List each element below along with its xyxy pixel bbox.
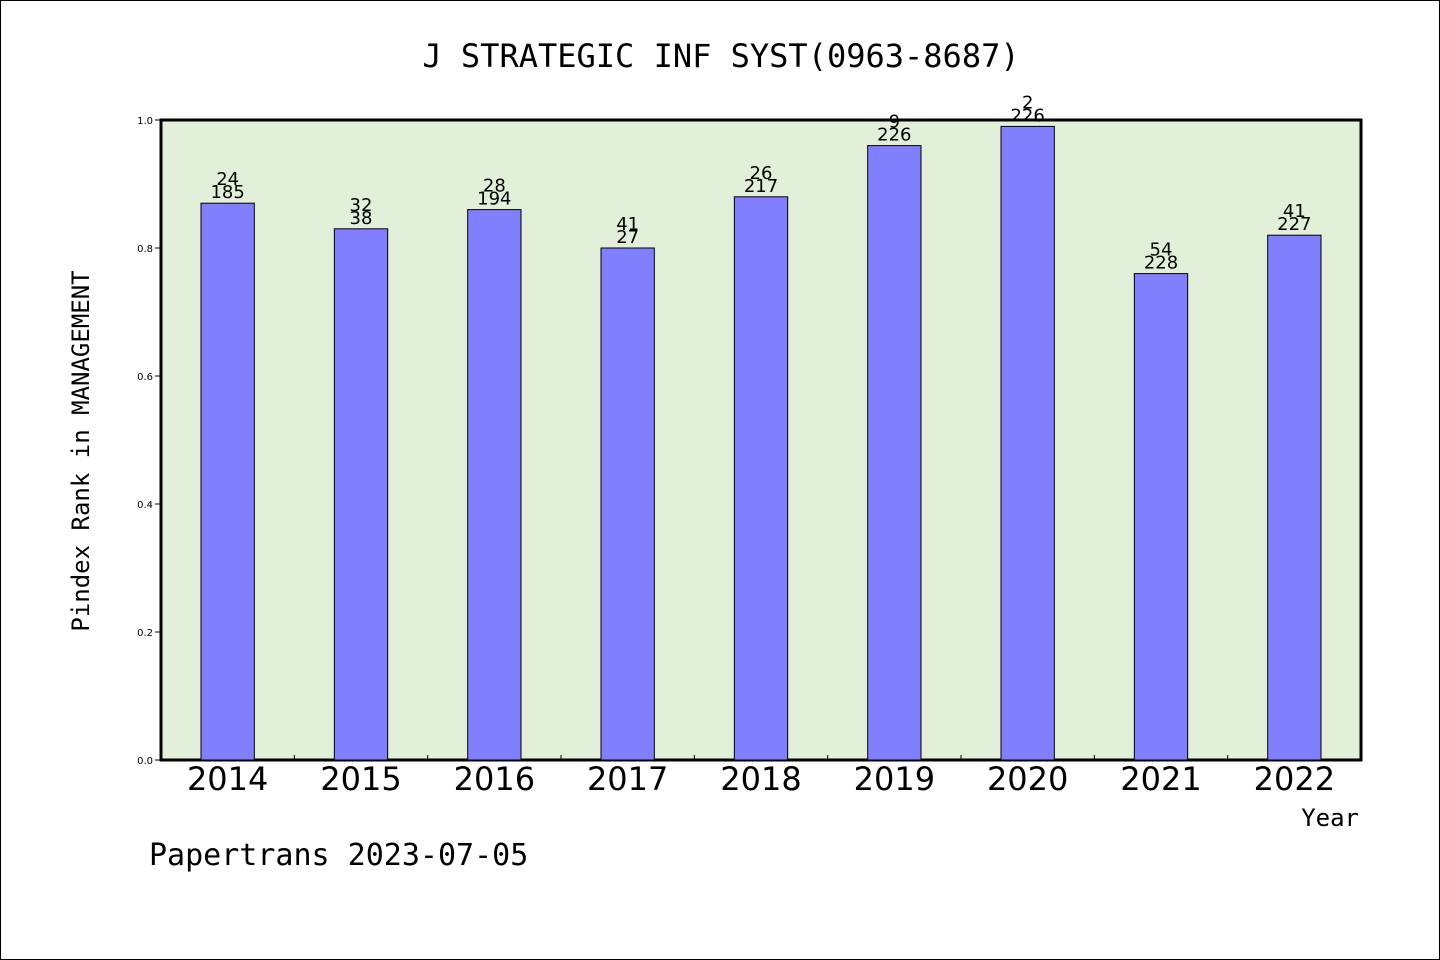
y-tick-label: 0.2 <box>137 628 153 639</box>
y-tick-label: 0.6 <box>137 372 153 383</box>
x-tick-label: 2019 <box>854 760 935 798</box>
bar-2015 <box>333 228 389 761</box>
x-axis-label: Year <box>1301 804 1359 832</box>
bar-label-top: 28 <box>483 176 506 197</box>
bar-2016 <box>467 209 522 761</box>
bar-labels: 2418532382819441272621792262226542284122… <box>210 92 1311 273</box>
y-tick-label: 0.4 <box>137 500 153 511</box>
bar-label-bottom: 217 <box>744 176 778 197</box>
chart-title: J STRATEGIC INF SYST(0963-8687) <box>422 37 1019 75</box>
x-tick-label: 2017 <box>587 760 668 798</box>
bars-layer <box>200 125 1322 761</box>
bar-label-bottom: 27 <box>616 227 639 248</box>
footer-credit: Papertrans 2023-07-05 <box>149 838 528 873</box>
bar-label-top: 2 <box>1022 92 1033 113</box>
bar-label-top: 9 <box>889 112 900 133</box>
bar-label-bottom: 226 <box>1010 105 1044 126</box>
bar-label-bottom: 226 <box>877 125 911 146</box>
bar-label-top: 32 <box>350 195 373 216</box>
x-tick-label: 2022 <box>1254 760 1335 798</box>
bar-label-bottom: 194 <box>477 189 511 210</box>
y-tick-label: 0.0 <box>137 756 153 767</box>
x-tick-label: 2020 <box>987 760 1068 798</box>
bar-2022 <box>1267 234 1322 761</box>
x-axis: 2014 2015 2016 2017 2018 2019 2020 2021 2022 <box>187 755 1335 798</box>
bar-label-bottom: 228 <box>1144 253 1178 274</box>
bar-label-top: 26 <box>750 163 773 184</box>
x-tick-label: 2016 <box>454 760 535 798</box>
y-tick-label: 0.8 <box>137 244 153 255</box>
bar-label-top: 24 <box>216 169 239 190</box>
bar-label-top: 54 <box>1150 240 1173 261</box>
bar-label-top: 41 <box>616 214 639 235</box>
y-axis: 0.0 0.2 0.4 0.6 0.8 1.0 <box>137 116 161 767</box>
x-tick-label: 2014 <box>187 760 268 798</box>
bar-2019 <box>867 145 922 761</box>
x-tick-label: 2021 <box>1120 760 1201 798</box>
y-axis-label: Pindex Rank in MANAGEMENT <box>67 270 95 631</box>
y-tick-label: 1.0 <box>137 116 153 127</box>
bar-2017 <box>600 247 655 761</box>
bar-label-top: 41 <box>1283 201 1306 222</box>
x-tick-label: 2015 <box>320 760 401 798</box>
bar-label-bottom: 38 <box>350 208 373 229</box>
bar-label-bottom: 227 <box>1277 214 1311 235</box>
x-tick-label: 2018 <box>720 760 801 798</box>
bar-2014 <box>200 202 255 761</box>
bar-2018 <box>733 196 789 761</box>
bar-2020 <box>1000 125 1055 761</box>
bar-2021 <box>1133 273 1189 761</box>
bar-label-bottom: 185 <box>210 182 244 203</box>
